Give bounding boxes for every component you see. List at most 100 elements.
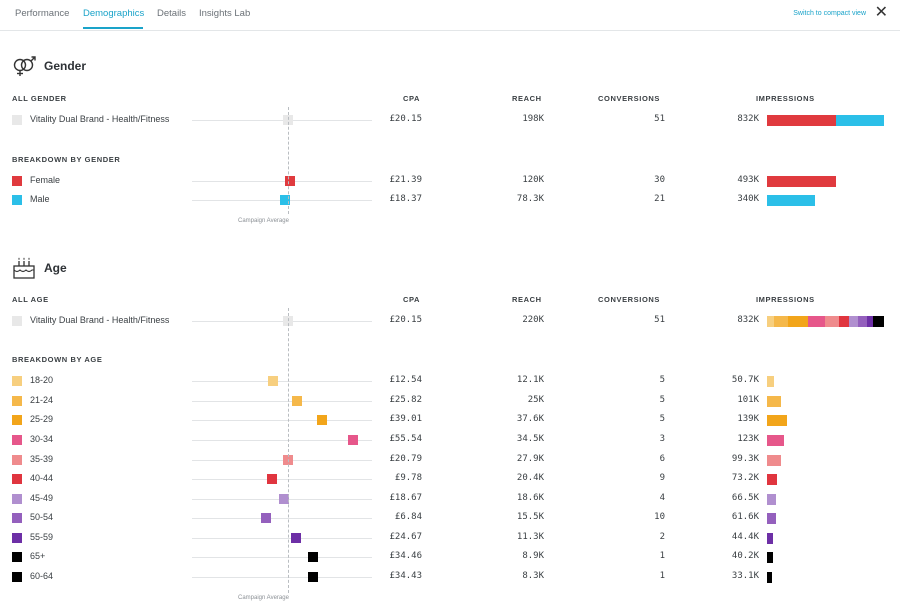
- age-campaign-impressions-bar-segment: [788, 316, 808, 327]
- age-18-20-cpa-marker: [268, 376, 278, 386]
- breakdown-by-age-header: BREAKDOWN BY AGE: [12, 355, 103, 364]
- age-65plus-reach-value: 8.9K: [522, 551, 544, 561]
- age-campaign-conversions-value: 51: [654, 315, 665, 325]
- impressions-header: IMPRESSIONS: [756, 94, 815, 103]
- age-conversions-header: CONVERSIONS: [598, 295, 661, 304]
- age-65plus-impressions-value: 40.2K: [731, 551, 759, 561]
- age-21-24-impressions-bar: [767, 396, 781, 407]
- gender-section-title: Gender: [44, 59, 87, 73]
- age-cpa-header: CPA: [403, 295, 421, 304]
- age-section-title: Age: [44, 261, 67, 275]
- age-21-24-cpa-value: £25.82: [389, 395, 422, 405]
- gender-campaign-swatch: [12, 115, 22, 125]
- gender-female-impressions-bar: [767, 176, 836, 187]
- tab-insights-lab[interactable]: Insights Lab: [199, 8, 251, 19]
- age-40-44-impressions-value: 73.2K: [731, 473, 759, 483]
- age-45-49-conversions-value: 4: [659, 493, 665, 503]
- age-65plus-cpa-marker: [308, 552, 318, 562]
- gender-campaign-impressions-bar-segment: [836, 115, 884, 126]
- age-55-59-track: [192, 538, 372, 539]
- active-tab-indicator: [83, 27, 143, 29]
- age-reach-header: REACH: [512, 295, 542, 304]
- age-55-59-impressions-value: 44.4K: [731, 532, 759, 542]
- age-30-34-cpa-value: £55.54: [389, 434, 422, 444]
- switch-compact-view-link[interactable]: Switch to compact view: [793, 10, 866, 17]
- age-campaign-average-line: [288, 308, 289, 593]
- tab-demographics[interactable]: Demographics: [83, 8, 145, 19]
- age-50-54-reach-value: 15.5K: [516, 512, 544, 522]
- age-60-64-cpa-marker: [308, 572, 318, 582]
- gender-male-cpa-marker: [280, 195, 290, 205]
- age-18-20-conversions-value: 5: [659, 375, 665, 385]
- gender-campaign-impressions-bar-segment: [767, 115, 836, 126]
- age-50-54-impressions-value: 61.6K: [731, 512, 759, 522]
- age-60-64-label: 60-64: [30, 571, 54, 581]
- gender-campaign-impressions-bar: [767, 115, 884, 126]
- age-21-24-track: [192, 401, 372, 402]
- age-campaign-impressions-bar-segment: [867, 316, 873, 327]
- gender-male-impressions-value: 340K: [737, 194, 759, 204]
- age-60-64-reach-value: 8.3K: [522, 571, 544, 581]
- age-45-49-label: 45-49: [30, 493, 54, 503]
- age-45-49-swatch: [12, 494, 22, 504]
- age-65plus-swatch: [12, 552, 22, 562]
- age-30-34-label: 30-34: [30, 434, 54, 444]
- age-campaign-reach-value: 220K: [522, 315, 544, 325]
- age-50-54-conversions-value: 10: [654, 512, 665, 522]
- gender-campaign-label: Vitality Dual Brand - Health/Fitness: [30, 114, 170, 124]
- age-25-29-impressions-bar: [767, 415, 787, 426]
- gender-campaign-impressions-value: 832K: [737, 114, 759, 124]
- age-50-54-cpa-value: £6.84: [394, 512, 422, 522]
- age-55-59-cpa-value: £24.67: [389, 532, 422, 542]
- gender-male-swatch: [12, 195, 22, 205]
- age-25-29-cpa-value: £39.01: [389, 414, 422, 424]
- age-campaign-label: Vitality Dual Brand - Health/Fitness: [30, 315, 170, 325]
- age-campaign-impressions-bar-segment: [825, 316, 839, 327]
- gender-campaign-reach-value: 198K: [522, 114, 544, 124]
- age-35-39-cpa-value: £20.79: [389, 454, 422, 464]
- tab-bar: Performance Demographics Details Insight…: [0, 0, 900, 31]
- age-18-20-impressions-bar: [767, 376, 774, 387]
- age-18-20-label: 18-20: [30, 375, 54, 385]
- age-campaign-average-label: Campaign Average: [238, 595, 289, 601]
- age-55-59-impressions-bar: [767, 533, 773, 544]
- age-campaign-impressions-bar: [767, 316, 884, 327]
- cpa-header: CPA: [403, 94, 421, 103]
- age-18-20-swatch: [12, 376, 22, 386]
- age-21-24-conversions-value: 5: [659, 395, 665, 405]
- conversions-header: CONVERSIONS: [598, 94, 661, 103]
- age-65plus-label: 65+: [30, 551, 46, 561]
- age-45-49-cpa-value: £18.67: [389, 493, 422, 503]
- gender-campaign-average-line: [288, 107, 289, 214]
- age-21-24-impressions-value: 101K: [737, 395, 759, 405]
- gender-female-track: [192, 181, 372, 182]
- age-50-54-impressions-bar: [767, 513, 776, 524]
- age-60-64-conversions-value: 1: [659, 571, 665, 581]
- tab-details[interactable]: Details: [157, 8, 187, 19]
- gender-female-conversions-value: 30: [654, 175, 665, 185]
- age-18-20-track: [192, 381, 372, 382]
- gender-female-cpa-value: £21.39: [389, 175, 422, 185]
- age-18-20-reach-value: 12.1K: [516, 375, 544, 385]
- age-65plus-track: [192, 557, 372, 558]
- age-60-64-impressions-value: 33.1K: [731, 571, 759, 581]
- close-icon[interactable]: ✕: [874, 4, 888, 21]
- age-40-44-impressions-bar: [767, 474, 777, 485]
- age-35-39-impressions-value: 99.3K: [731, 454, 759, 464]
- tab-performance[interactable]: Performance: [15, 8, 70, 19]
- age-25-29-impressions-value: 139K: [737, 414, 759, 424]
- age-40-44-cpa-marker: [267, 474, 277, 484]
- all-gender-header: ALL GENDER: [12, 94, 67, 103]
- age-45-49-cpa-marker: [279, 494, 289, 504]
- gender-icon: [13, 56, 36, 76]
- gender-male-conversions-value: 21: [654, 194, 665, 204]
- age-60-64-cpa-value: £34.43: [389, 571, 422, 581]
- age-35-39-impressions-bar: [767, 455, 781, 466]
- all-age-header: ALL AGE: [12, 295, 49, 304]
- age-45-49-impressions-value: 66.5K: [731, 493, 759, 503]
- age-40-44-swatch: [12, 474, 22, 484]
- age-65plus-impressions-bar: [767, 552, 773, 563]
- reach-header: REACH: [512, 94, 542, 103]
- age-campaign-track: [192, 321, 372, 322]
- age-50-54-track: [192, 518, 372, 519]
